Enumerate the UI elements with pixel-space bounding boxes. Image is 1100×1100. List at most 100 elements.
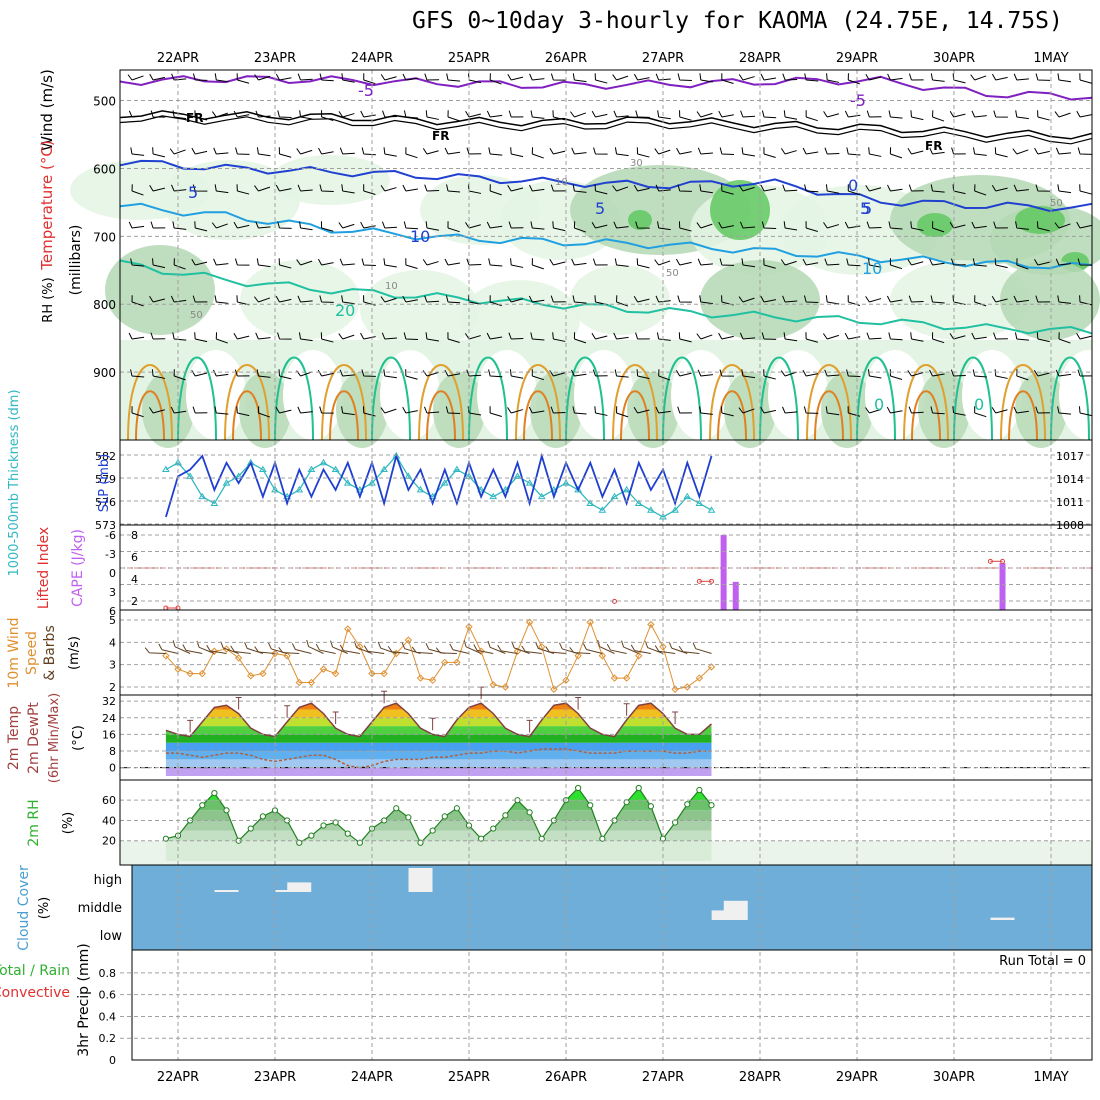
wind-barb bbox=[908, 406, 924, 414]
wind-barb bbox=[530, 221, 545, 230]
rh-shade-low-cell bbox=[1015, 372, 1067, 448]
wind-barb bbox=[635, 110, 650, 118]
wind-barb bbox=[319, 295, 334, 303]
wind-barb bbox=[320, 221, 334, 232]
temp-band bbox=[165, 751, 712, 760]
rh-shade-low-cell bbox=[627, 372, 679, 448]
wind-barb bbox=[552, 221, 566, 232]
warm-contour bbox=[1000, 364, 1046, 441]
wind-barb bbox=[592, 258, 608, 266]
wind-barb bbox=[825, 295, 840, 305]
wind-barb bbox=[213, 147, 229, 155]
wind-speed-point bbox=[162, 652, 170, 660]
wind-barb-10m bbox=[158, 643, 179, 654]
wind-barb bbox=[679, 110, 692, 121]
ylabel-temp: Temperature (°C) bbox=[38, 140, 56, 270]
wind-barb bbox=[1077, 147, 1093, 155]
wind-barb bbox=[424, 184, 440, 192]
wind-barb bbox=[697, 258, 713, 266]
wind-barb bbox=[802, 147, 819, 155]
wind-barb bbox=[339, 147, 355, 155]
cloud-bar bbox=[408, 868, 433, 892]
rh-point bbox=[429, 827, 436, 834]
wind-barb bbox=[971, 221, 987, 229]
wind-barb bbox=[466, 147, 482, 155]
wind-barb bbox=[1015, 110, 1029, 120]
wind-barb bbox=[191, 258, 208, 266]
wind-barb-10m bbox=[654, 645, 676, 654]
wind-barb-10m bbox=[363, 645, 385, 654]
wind-barb bbox=[636, 147, 650, 158]
wind-barb-10m bbox=[254, 646, 276, 654]
wind-barb bbox=[761, 221, 777, 230]
temp-contour-FR bbox=[119, 110, 1093, 140]
wind-barb bbox=[296, 370, 313, 377]
thickness-point bbox=[343, 479, 352, 486]
wind-barb bbox=[932, 332, 945, 344]
contour-label: 20 bbox=[335, 301, 355, 320]
warm-contour bbox=[426, 390, 456, 441]
wind-barb bbox=[422, 370, 439, 377]
ytick-li: -6 bbox=[105, 529, 116, 542]
contour-label: 10 bbox=[385, 281, 398, 292]
wind-barb bbox=[403, 110, 419, 119]
wind-barb bbox=[930, 73, 945, 82]
wind-barb bbox=[1016, 258, 1029, 270]
wind-barb bbox=[699, 406, 713, 415]
cloud-bar bbox=[723, 900, 748, 920]
wind-barb bbox=[256, 369, 271, 378]
wind-barb-10m bbox=[597, 639, 615, 654]
wind-barb bbox=[531, 147, 544, 159]
date-top: 30APR bbox=[933, 51, 975, 66]
wind-barb bbox=[991, 407, 1008, 414]
wind-barb bbox=[257, 406, 271, 418]
ytick-temp: 24 bbox=[102, 712, 116, 725]
wind-barb bbox=[509, 369, 524, 379]
wind-barb bbox=[211, 111, 228, 118]
wind-barb bbox=[1012, 148, 1029, 155]
wind-barb bbox=[341, 73, 355, 83]
contour-label: 10 bbox=[410, 227, 430, 246]
wind-barb bbox=[317, 369, 334, 377]
wind-barb bbox=[636, 258, 650, 269]
wind-barb-10m bbox=[330, 640, 348, 654]
thickness-point bbox=[258, 465, 267, 473]
wind-barb bbox=[360, 221, 376, 229]
wind-barb bbox=[1013, 295, 1029, 303]
wind-barb bbox=[296, 148, 313, 155]
wind-barb bbox=[763, 258, 776, 269]
wind-barb bbox=[572, 406, 587, 415]
wind-barb bbox=[654, 259, 671, 266]
contour-label: 5 bbox=[862, 199, 872, 218]
wind-barb bbox=[847, 73, 860, 85]
wind-barb bbox=[718, 110, 734, 118]
ylabel-rh-unit: (%) bbox=[61, 812, 76, 835]
wind-barb bbox=[130, 369, 145, 378]
wind-speed-point bbox=[234, 654, 243, 662]
wind-barb bbox=[445, 406, 461, 415]
wind-barb bbox=[780, 148, 797, 155]
wind-speed-point bbox=[695, 674, 704, 682]
wind-barb-10m bbox=[630, 644, 651, 654]
warm-contour bbox=[856, 356, 896, 441]
wind-barb-10m bbox=[306, 639, 324, 654]
wind-barb bbox=[149, 296, 165, 303]
wind-barb bbox=[405, 258, 418, 269]
thickness-point bbox=[319, 458, 328, 466]
panel-frame-slp bbox=[119, 439, 1093, 526]
temp-bands bbox=[165, 703, 712, 776]
wind-barb bbox=[402, 406, 418, 414]
wind-barb bbox=[591, 333, 608, 340]
date-top: 29APR bbox=[836, 51, 878, 66]
thickness-point bbox=[622, 485, 631, 493]
wind-barb bbox=[277, 332, 292, 340]
rh-point bbox=[441, 813, 448, 820]
wind-barb bbox=[655, 406, 671, 414]
warm-contour bbox=[620, 390, 650, 441]
wind-barb bbox=[486, 110, 503, 118]
contour-label: FR bbox=[432, 129, 449, 143]
rh-shade bbox=[270, 155, 390, 205]
thickness-point bbox=[707, 506, 716, 513]
wind-barb bbox=[383, 369, 397, 379]
